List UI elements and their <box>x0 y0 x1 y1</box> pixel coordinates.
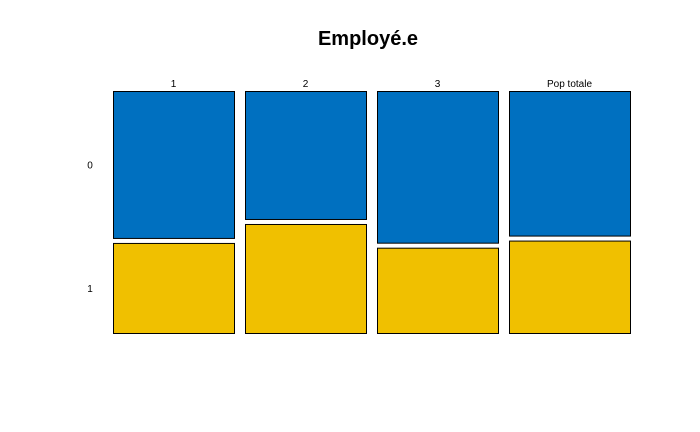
chart-title: Employé.e <box>317 28 419 50</box>
row-label-0: 0 <box>87 160 93 171</box>
mosaic-tile-2-row-1 <box>245 223 367 334</box>
column-label-pop-totale: Pop totale <box>547 79 592 90</box>
mosaic-tile-1-row-0 <box>113 91 235 239</box>
mosaic-tile-3-row-1 <box>377 247 499 334</box>
mosaic-tile-pop-totale-row-0 <box>509 91 631 237</box>
mosaic-tile-1-row-1 <box>113 242 235 334</box>
column-label-2: 2 <box>303 79 309 90</box>
column-label-3: 3 <box>435 79 441 90</box>
column-label-1: 1 <box>171 79 177 90</box>
mosaic-tile-pop-totale-row-1 <box>509 240 631 335</box>
mosaic-tile-3-row-0 <box>377 91 499 244</box>
mosaic-tile-2-row-0 <box>245 91 367 220</box>
row-label-1: 1 <box>87 284 93 295</box>
